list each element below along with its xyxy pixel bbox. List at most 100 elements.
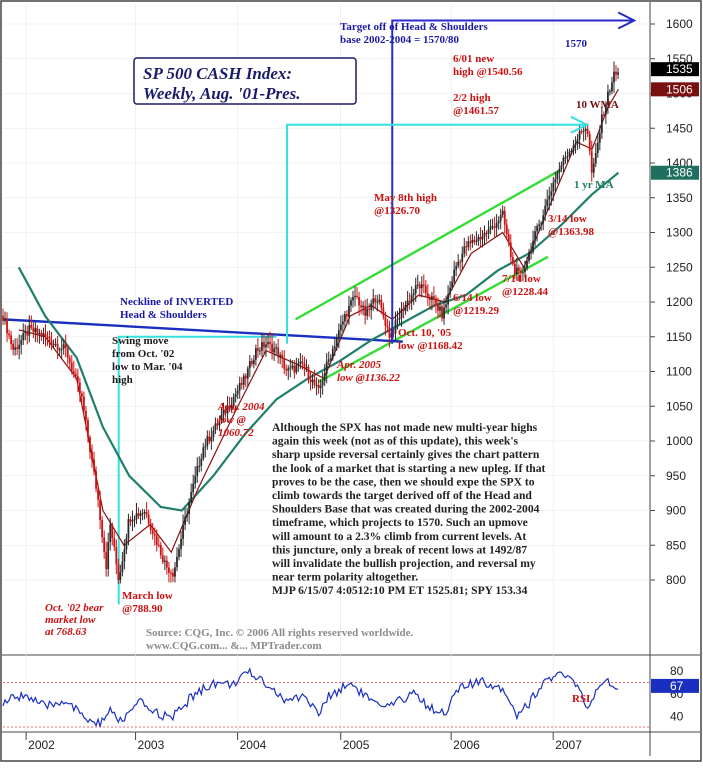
price-bar-body	[72, 371, 75, 374]
price-bar-body	[346, 314, 348, 317]
price-bar-body	[155, 535, 158, 545]
price-bar-body	[111, 524, 114, 539]
rsi-value-tag-bg	[651, 678, 699, 693]
price-bar-body	[242, 375, 245, 385]
price-bar-body	[594, 153, 597, 164]
price-bar-body	[305, 367, 308, 369]
commentary-line: this juncture, only a break of recent lo…	[272, 543, 527, 556]
price-bar-body	[380, 299, 383, 308]
price-bar-body	[461, 253, 464, 262]
x-tick-label: 2006	[453, 738, 480, 752]
price-bar-body	[477, 237, 480, 241]
price-bar-body	[364, 305, 367, 316]
price-bar-body	[277, 347, 280, 358]
y-tick-label: 1050	[666, 399, 693, 413]
price-bar-body	[406, 300, 409, 305]
price-bar-body	[493, 226, 496, 228]
price-bar-body	[540, 223, 543, 225]
price-bar-body	[337, 330, 340, 339]
price-bar-body	[14, 347, 17, 350]
price-bar-body	[420, 284, 423, 289]
trendline-upper-channel	[294, 168, 562, 321]
price-bar-body	[153, 533, 156, 536]
annotation-low-0714-line1: 7/14 low	[502, 273, 541, 285]
price-bar-body	[499, 214, 502, 222]
annotation-target-line2: base 2002-2004 = 1570/80	[340, 34, 460, 46]
price-bar-body	[34, 328, 37, 333]
price-bar-body	[350, 300, 352, 306]
price-bar-body	[360, 305, 362, 308]
price-bar-body	[558, 168, 561, 173]
price-bar-body	[333, 346, 336, 349]
trendline-lower-channel	[318, 255, 549, 383]
price-bar-body	[398, 317, 401, 320]
commentary: Although the SPX has not made new multi-…	[272, 421, 546, 597]
commentary-line: near term polarity altogether.	[272, 571, 418, 584]
price-bar-body	[141, 513, 144, 515]
price-bar-body	[548, 195, 551, 200]
price-bar-body	[568, 151, 571, 156]
annotation-apr05-line1: Apr. 2005	[336, 359, 382, 371]
price-bar-body	[526, 260, 528, 269]
price-bar-body	[489, 226, 492, 230]
price-bar-body	[250, 361, 253, 365]
price-bar-body	[20, 340, 23, 345]
y-tick-label: 1250	[666, 260, 693, 274]
price-bar-body	[58, 349, 61, 351]
price-bar-body	[416, 284, 419, 286]
price-bar-body	[503, 210, 506, 225]
price-bar-body	[507, 234, 510, 243]
price-bar-body	[259, 350, 261, 352]
price-bar-body	[234, 394, 237, 398]
price-bar-body	[511, 256, 514, 264]
price-bar-body	[309, 379, 312, 383]
price-bar-body	[513, 263, 516, 274]
price-bar-body	[190, 492, 193, 503]
price-bar-body	[465, 246, 468, 248]
x-tick-label: 2002	[28, 738, 55, 752]
price-bar-body	[159, 544, 162, 556]
price-bar-body	[459, 261, 462, 263]
annotation-low-0714-line2: @1228.44	[502, 286, 548, 298]
price-bar-body	[232, 397, 235, 406]
price-tag-label: 1386	[666, 166, 693, 180]
price-bar-body	[123, 549, 126, 562]
price-bar-body	[147, 514, 150, 524]
price-bar-body	[99, 499, 102, 521]
price-bar-body	[388, 327, 391, 338]
price-bar-body	[422, 284, 425, 286]
price-bar-body	[46, 336, 49, 338]
target-arrow-lower	[286, 123, 587, 344]
annotation-high-0202-line1: 2/2 high	[453, 92, 491, 104]
annotation-target-line1: Target off of Head & Shoulders	[340, 21, 489, 33]
price-bar-body	[291, 365, 294, 368]
price-bar-body	[522, 272, 524, 274]
price-bar-body	[131, 520, 134, 522]
price-bar-body	[91, 451, 93, 460]
price-bar-body	[68, 357, 71, 363]
price-bar-body	[443, 307, 445, 319]
x-tick-label: 2004	[240, 738, 267, 752]
price-bar-body	[505, 224, 508, 235]
price-bar-body	[374, 298, 377, 303]
price-bar-body	[16, 347, 19, 350]
price-bar-body	[172, 572, 174, 577]
chart-subtitle: Weekly, Aug. '01-Pres.	[143, 84, 301, 103]
price-bar-body	[76, 375, 79, 383]
price-bar-body	[163, 560, 166, 562]
price-bar-body	[580, 131, 583, 133]
trendline-neckline	[2, 318, 403, 343]
title-box	[133, 57, 357, 105]
price-bar-body	[220, 415, 223, 420]
price-bar-body	[263, 342, 265, 348]
price-bar-body	[125, 538, 128, 550]
price-bar-body	[352, 296, 354, 301]
price-bar-body	[295, 365, 298, 373]
price-bar-body	[109, 524, 112, 543]
price-bar-body	[208, 436, 211, 442]
y-tick-label: 1300	[666, 226, 693, 240]
price-bar-body	[433, 296, 435, 299]
price-bar-body	[261, 342, 263, 351]
